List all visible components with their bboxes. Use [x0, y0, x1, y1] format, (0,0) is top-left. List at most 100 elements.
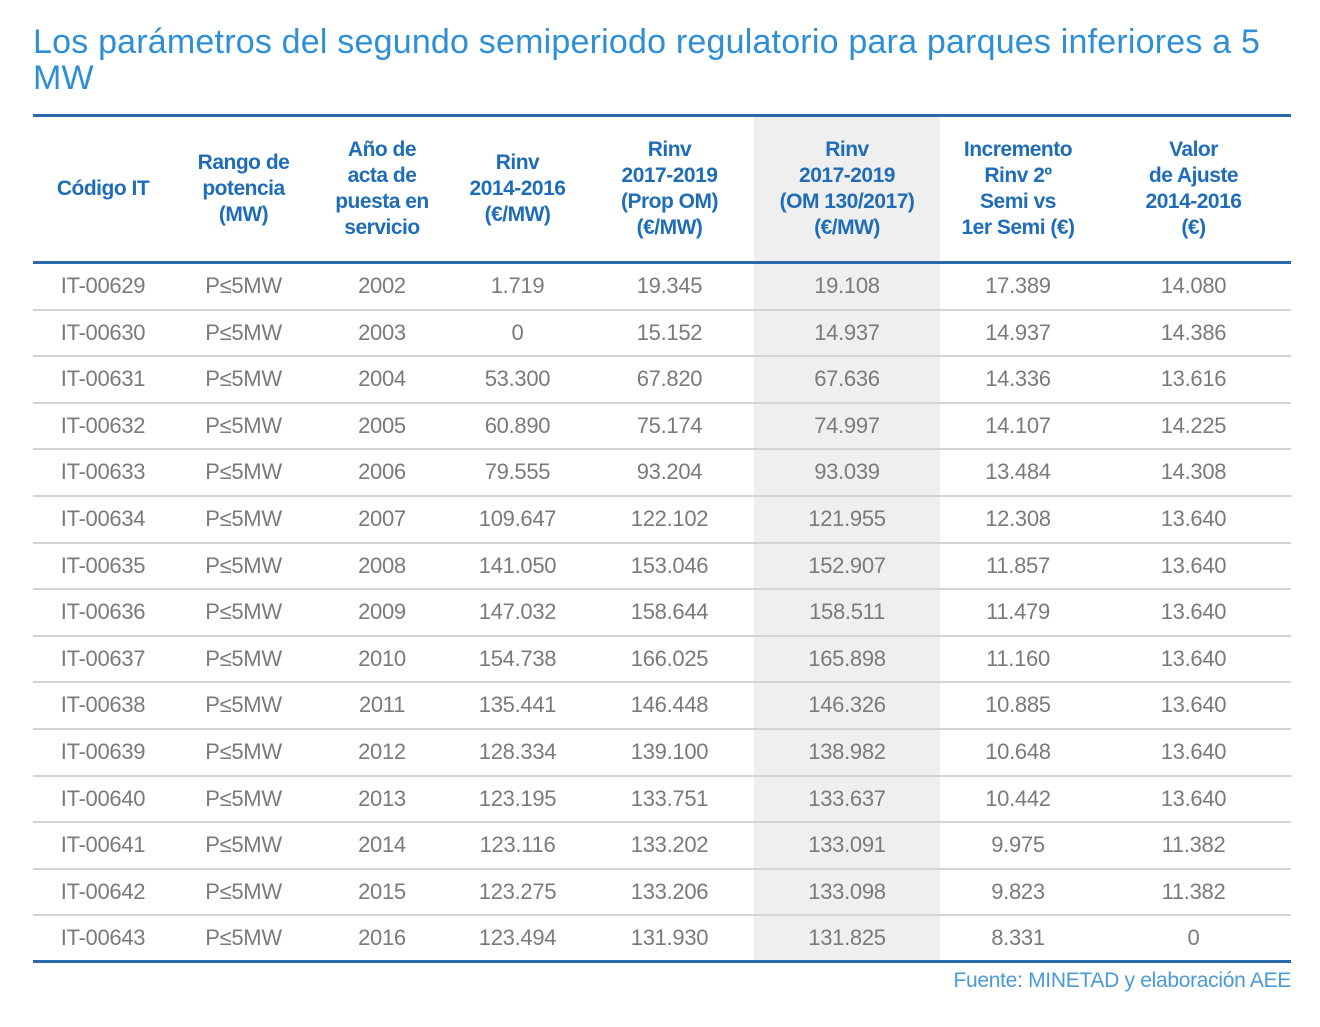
table-cell: 11.479 — [986, 599, 1050, 625]
table-row: IT-00641 P≤5MW 2014 123.116 133.202 133.091 9.… — [33, 823, 1291, 870]
table-cell: 14.225 — [1160, 412, 1227, 438]
table-cell: 67.636 — [814, 366, 880, 392]
table-cell: 75.174 — [636, 412, 703, 438]
source-note: Fuente: MINETAD y elaboración AEE — [953, 969, 1291, 992]
table-row: IT-00642 P≤5MW 2015 123.275 133.206 133.098 9.… — [33, 870, 1291, 917]
table-cell: IT-00641 — [60, 832, 146, 858]
table-cell: 11.382 — [1161, 832, 1226, 858]
table-cell: P≤5MW — [205, 925, 282, 951]
table-cell: 13.640 — [1160, 599, 1227, 625]
table-cell: 79.555 — [484, 459, 551, 485]
table-cell: 139.100 — [630, 739, 709, 764]
row-divider — [33, 588, 1291, 591]
table-cell: 13.640 — [1160, 785, 1227, 811]
row-divider — [33, 774, 1291, 777]
table-cell: IT-00640 — [60, 785, 146, 811]
table-cell: P≤5MW — [205, 552, 282, 578]
row-divider — [33, 541, 1291, 544]
row-divider — [33, 494, 1291, 497]
table-cell: 9.823 — [991, 878, 1045, 904]
table-cell: 166.025 — [630, 645, 709, 671]
table-cell: P≤5MW — [205, 412, 282, 438]
table-cell: 10.442 — [985, 785, 1051, 811]
table-cell: IT-00637 — [60, 645, 146, 671]
table-cell: P≤5MW — [205, 319, 282, 345]
table-cell: 135.441 — [478, 692, 557, 718]
table-cell: 133.637 — [808, 785, 886, 811]
table-cell: 158.511 — [809, 599, 885, 625]
column-header: Rinv 2017-2019 (Prop OM) (€/MW) — [621, 138, 718, 239]
table-cell: 2003 — [358, 319, 406, 345]
table-cell: P≤5MW — [205, 692, 282, 718]
table-cell: 14.107 — [985, 412, 1051, 438]
table-cell: 153.046 — [630, 552, 709, 578]
table-cell: 146.326 — [808, 692, 886, 718]
table-cell: 14.937 — [814, 319, 880, 345]
table-cell: P≤5MW — [205, 599, 282, 625]
table-cell: 147.032 — [478, 599, 557, 625]
top-rule — [33, 114, 1291, 117]
table-cell: 19.108 — [814, 273, 880, 298]
table-cell: 2010 — [358, 645, 406, 671]
bottom-rule — [33, 960, 1291, 963]
table-cell: P≤5MW — [205, 739, 282, 764]
table-cell: 121.955 — [808, 506, 886, 531]
table-cell: 2007 — [358, 506, 406, 531]
table-cell: 133.206 — [630, 878, 709, 904]
table-cell: 60.890 — [484, 412, 551, 438]
header-rule — [33, 261, 1291, 264]
row-divider — [33, 867, 1291, 870]
table-cell: P≤5MW — [205, 785, 282, 811]
table-cell: 138.982 — [808, 739, 886, 764]
table-cell: 9.975 — [991, 832, 1045, 858]
table-cell: P≤5MW — [205, 832, 282, 858]
table-cell: 141.050 — [478, 552, 557, 578]
table-cell: 131.930 — [630, 925, 709, 951]
table-cell: IT-00633 — [60, 459, 146, 485]
table-cell: 13.640 — [1160, 692, 1227, 718]
table-cell: 11.857 — [986, 552, 1050, 578]
table-cell: 14.308 — [1160, 459, 1227, 485]
table-cell: 123.275 — [478, 878, 557, 904]
table-row: IT-00635 P≤5MW 2008 141.050 153.046 152.907 11… — [33, 544, 1291, 591]
table-cell: 14.080 — [1160, 273, 1227, 298]
table-cell: 128.334 — [478, 739, 557, 764]
table-row: IT-00633 P≤5MW 2006 79.555 93.204 93.039 13.48… — [33, 450, 1291, 497]
table-cell: IT-00629 — [60, 273, 146, 298]
table-cell: 2004 — [358, 366, 406, 392]
table-cell: 13.640 — [1160, 552, 1227, 578]
table-cell: 13.640 — [1160, 506, 1227, 531]
table-cell: 2011 — [358, 692, 406, 718]
table-row: IT-00637 P≤5MW 2010 154.738 166.025 165.898 11… — [33, 637, 1291, 684]
table-cell: 67.820 — [636, 366, 703, 392]
table-row: IT-00636 P≤5MW 2009 147.032 158.644 158.511 11… — [33, 590, 1291, 637]
column-header: Año de acta de puesta en servicio — [335, 138, 429, 239]
column-header: Rango de potencia (MW) — [197, 151, 290, 226]
table-cell: 93.039 — [814, 459, 880, 485]
table-cell: IT-00632 — [60, 412, 146, 438]
table-cell: 2009 — [358, 599, 406, 625]
table-cell: 133.751 — [630, 785, 709, 811]
table-cell: 17.389 — [985, 273, 1051, 298]
table-cell: 133.098 — [808, 878, 886, 904]
row-divider — [33, 681, 1291, 684]
column-header: Rinv 2017-2019 (OM 130/2017) (€/MW) — [779, 138, 915, 239]
table-cell: 13.484 — [985, 459, 1051, 485]
table-row: IT-00639 P≤5MW 2012 128.334 139.100 138.982 10… — [33, 730, 1291, 777]
table-row: IT-00640 P≤5MW 2013 123.195 133.751 133.637 10… — [33, 777, 1291, 824]
row-divider — [33, 821, 1291, 824]
table-cell: 0 — [511, 319, 524, 345]
row-divider — [33, 727, 1291, 730]
table-cell: 11.160 — [986, 645, 1050, 671]
table-cell: 2013 — [358, 785, 406, 811]
table-cell: P≤5MW — [205, 506, 282, 531]
table-cell: 1.719 — [490, 273, 545, 298]
table-row: IT-00631 P≤5MW 2004 53.300 67.820 67.636 14.33… — [33, 357, 1291, 404]
table-cell: IT-00639 — [60, 739, 146, 764]
table-cell: P≤5MW — [205, 878, 282, 904]
table-cell: 53.300 — [484, 366, 551, 392]
table-cell: 165.898 — [808, 645, 886, 671]
table-cell: IT-00636 — [60, 599, 146, 625]
table-cell: IT-00642 — [60, 878, 146, 904]
table-row: IT-00643 P≤5MW 2016 123.494 131.930 131.825 8.… — [33, 916, 1291, 963]
